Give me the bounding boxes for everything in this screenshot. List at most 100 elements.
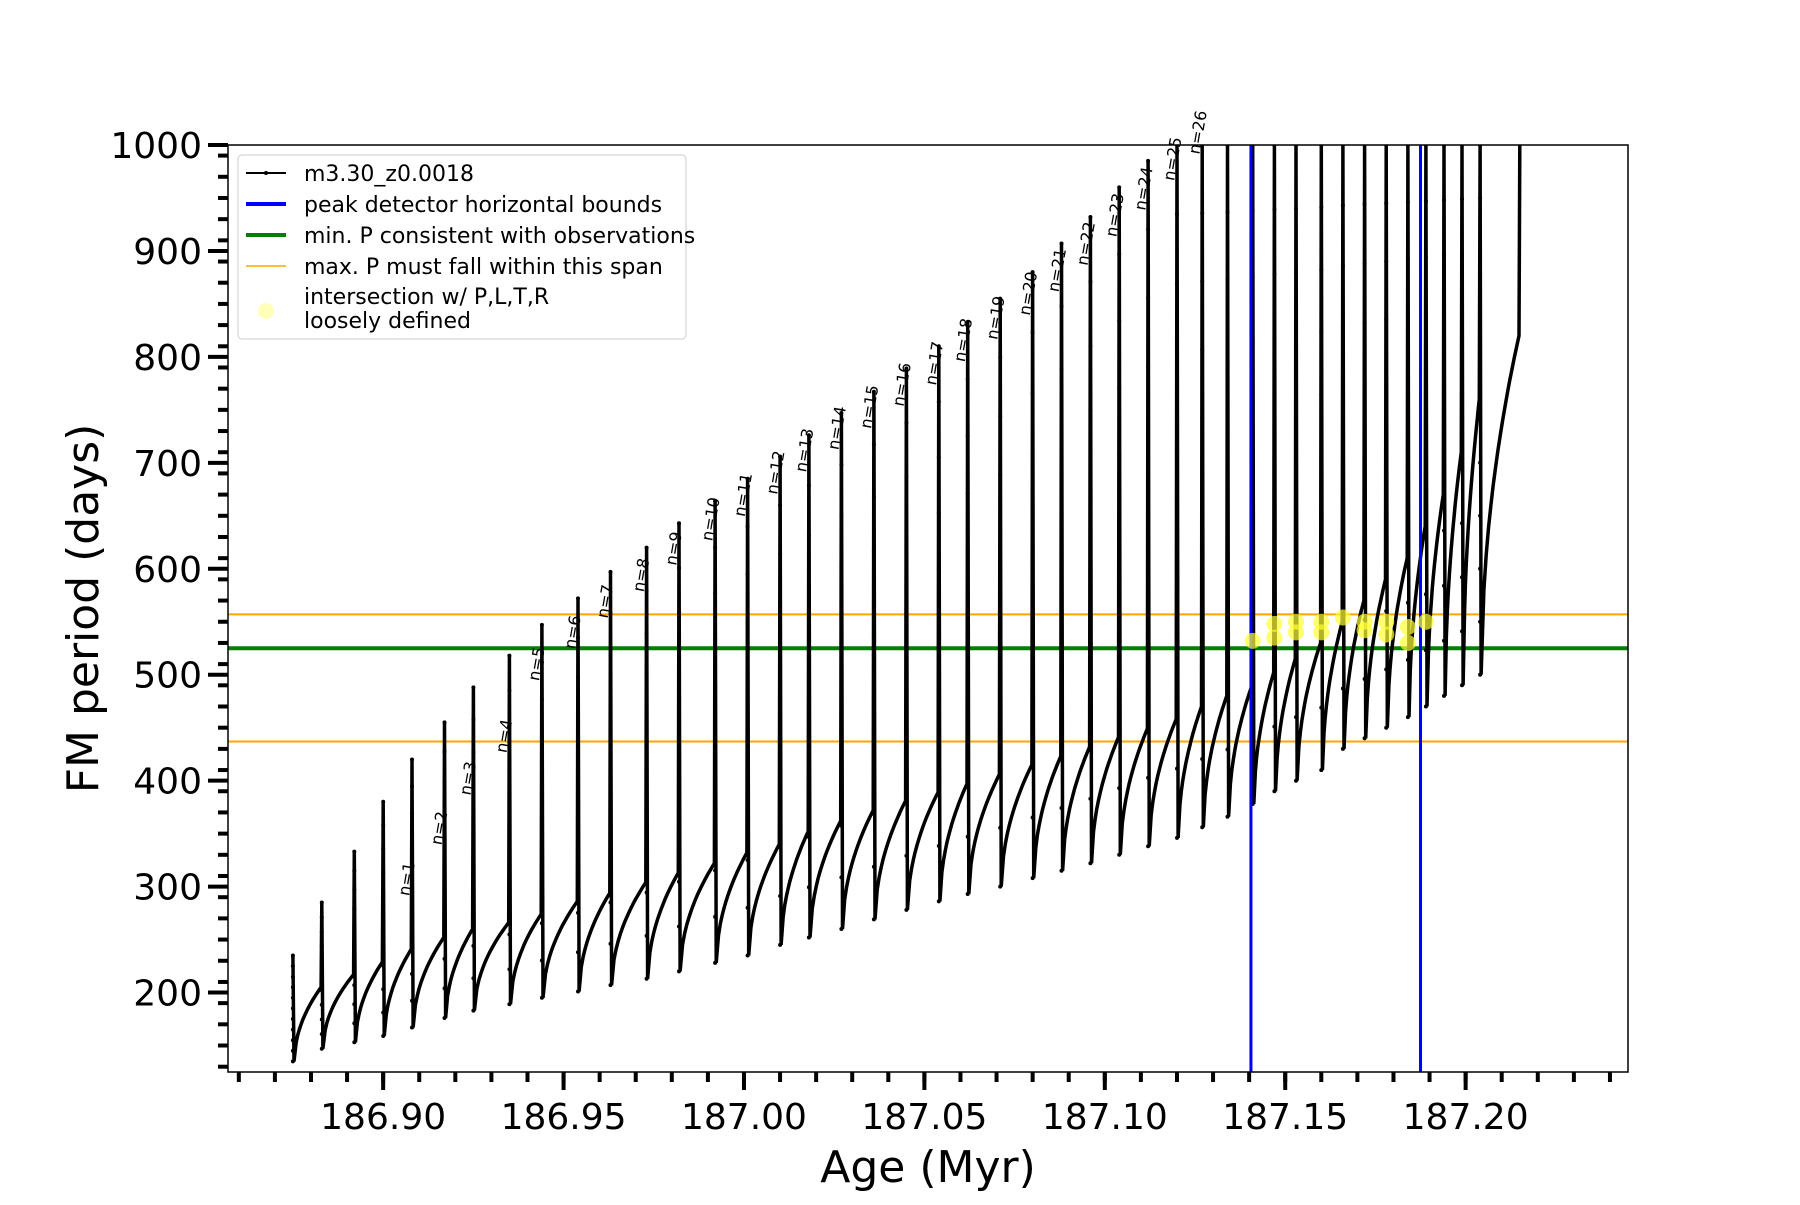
data-point	[1294, 651, 1298, 656]
y-tick-label: 800	[133, 338, 202, 379]
x-tick-label: 187.05	[861, 1097, 987, 1138]
data-point	[471, 750, 476, 755]
data-point	[576, 871, 580, 876]
data-point	[539, 809, 544, 814]
data-point	[539, 884, 544, 888]
data-point	[352, 887, 357, 892]
data-point	[871, 653, 876, 658]
data-point	[410, 918, 414, 923]
legend-label: peak detector horizontal bounds	[304, 193, 662, 218]
data-point	[1225, 613, 1230, 618]
data-point	[1340, 444, 1345, 449]
data-point	[839, 411, 844, 415]
data-point	[1384, 434, 1389, 439]
data-point	[677, 790, 681, 795]
data-point	[381, 893, 386, 898]
data-point	[1460, 629, 1464, 634]
data-point	[507, 688, 512, 693]
data-point	[1405, 715, 1410, 720]
data-point	[936, 455, 941, 460]
data-point	[319, 973, 324, 978]
y-axis: 200 300 400 500 600 700 800 900 1000	[110, 126, 228, 1069]
data-point	[319, 1002, 324, 1007]
data-point	[1405, 429, 1410, 433]
y-tick-label: 700	[133, 444, 202, 485]
data-point	[576, 793, 580, 797]
x-axis: 186.90 186.95 187.00 187.05 187.10 187.15 187.…	[236, 1072, 1612, 1138]
data-point	[1117, 452, 1122, 457]
data-point	[806, 583, 811, 588]
data-point	[1088, 667, 1093, 672]
intersection-marker	[1378, 613, 1395, 630]
data-point	[471, 911, 476, 916]
data-point	[1319, 455, 1324, 460]
data-point	[1405, 200, 1410, 205]
data-point	[677, 924, 681, 929]
data-point	[442, 838, 447, 843]
data-point	[745, 810, 750, 815]
data-point	[936, 621, 941, 626]
data-point	[1340, 746, 1345, 751]
data-point	[965, 548, 970, 553]
data-point	[1478, 566, 1483, 571]
data-point	[352, 945, 357, 949]
data-point	[965, 663, 970, 668]
data-point	[507, 827, 512, 832]
data-point	[936, 788, 941, 793]
data-point	[471, 685, 476, 690]
data-point	[471, 943, 476, 948]
data-point	[778, 503, 783, 508]
data-point	[1423, 367, 1428, 372]
data-point	[1423, 311, 1428, 316]
data-point	[1362, 677, 1367, 681]
data-point	[352, 964, 357, 969]
data-point	[644, 674, 649, 679]
data-point	[745, 619, 750, 624]
data-point	[1030, 694, 1035, 699]
data-point	[1460, 305, 1464, 310]
legend-label: loosely defined	[304, 309, 471, 334]
data-point	[608, 611, 613, 616]
data-point	[871, 495, 876, 500]
data-point	[998, 590, 1003, 595]
data-point	[644, 718, 649, 723]
data-point	[998, 708, 1003, 713]
data-point	[871, 706, 876, 711]
data-point	[471, 879, 476, 884]
data-point	[1405, 371, 1410, 376]
data-point	[677, 521, 681, 526]
data-point	[507, 967, 512, 972]
data-point	[1200, 279, 1205, 284]
data-point	[778, 845, 783, 850]
data-point	[576, 675, 580, 679]
data-point	[839, 720, 844, 725]
data-point	[319, 915, 324, 920]
data-point	[1319, 580, 1324, 585]
data-point	[381, 870, 386, 875]
data-point	[1175, 697, 1179, 702]
data-point	[904, 420, 909, 425]
data-point	[290, 1027, 295, 1032]
data-point	[442, 720, 447, 725]
data-point	[1460, 575, 1464, 580]
data-point	[965, 434, 970, 439]
data-point	[352, 1021, 357, 1026]
data-point	[381, 916, 386, 921]
data-point	[1478, 407, 1483, 412]
legend-label: m3.30_z0.0018	[304, 162, 474, 187]
data-point	[871, 811, 876, 816]
data-point	[778, 747, 783, 752]
data-point	[644, 890, 649, 895]
data-point	[1423, 199, 1428, 204]
data-point	[1272, 272, 1277, 277]
data-point	[608, 693, 613, 698]
intersection-marker	[1334, 609, 1351, 626]
data-point	[1146, 775, 1151, 780]
data-point	[410, 891, 414, 896]
data-point	[1294, 715, 1298, 720]
data-point	[539, 734, 544, 739]
data-point	[1478, 354, 1483, 359]
data-point	[839, 565, 844, 570]
data-point	[507, 1002, 512, 1007]
